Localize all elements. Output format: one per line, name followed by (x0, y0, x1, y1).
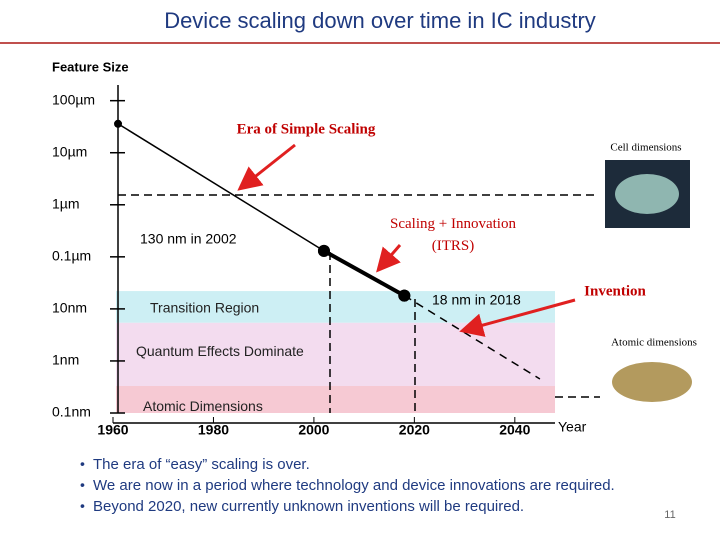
x-tick-label: 2000 (298, 422, 329, 438)
y-tick-label: 1µm (52, 195, 80, 211)
series-line (403, 294, 541, 380)
region-label: Transition Region (150, 300, 259, 316)
x-tick-label: 2020 (399, 422, 430, 438)
y-axis-label: Feature Size (52, 59, 129, 74)
y-tick-label: 1nm (52, 352, 79, 368)
data-point (398, 289, 411, 302)
bullet: We are now in a period where technology … (93, 477, 615, 494)
bullet-dot: • (80, 456, 85, 472)
annotation: Invention (584, 283, 646, 299)
annotation: Scaling + Innovation (ITRS) (390, 216, 516, 254)
bullet: Beyond 2020, new currently unknown inven… (93, 498, 524, 515)
slide-title: Device scaling down over time in IC indu… (164, 8, 596, 33)
x-tick-label: 1980 (198, 422, 229, 438)
arrow (376, 244, 402, 273)
x-tick-label: 1960 (97, 422, 128, 438)
y-tick-label: 100µm (52, 91, 95, 107)
annotation: 18 nm in 2018 (432, 292, 521, 308)
page-number: 11 (664, 509, 675, 521)
x-axis-label: Year (558, 419, 587, 435)
annotation: Cell dimensions (610, 142, 681, 154)
y-tick-label: 0.1µm (52, 248, 91, 264)
annotation: Atomic dimensions (611, 337, 697, 349)
arrow (459, 298, 576, 337)
annotation: Era of Simple Scaling (237, 121, 376, 137)
y-tick-label: 10µm (52, 143, 87, 159)
data-point (114, 119, 123, 128)
annotation: 130 nm in 2002 (140, 231, 237, 247)
bullet: The era of “easy” scaling is over. (93, 456, 310, 473)
bullet-dot: • (80, 477, 85, 493)
region-label: Atomic Dimensions (143, 398, 263, 414)
cell-image (116, 160, 690, 413)
series-line (322, 249, 406, 298)
y-tick-label: 10nm (52, 300, 87, 316)
region-label: Quantum Effects Dominate (136, 343, 304, 359)
region (116, 386, 555, 413)
y-tick-label: 0.1nm (52, 404, 91, 420)
atom-image (605, 355, 700, 410)
x-tick-label: 2040 (499, 422, 530, 438)
series-line (117, 123, 325, 252)
data-point (317, 244, 330, 257)
bullet-dot: • (80, 498, 85, 514)
arrow (237, 143, 296, 191)
